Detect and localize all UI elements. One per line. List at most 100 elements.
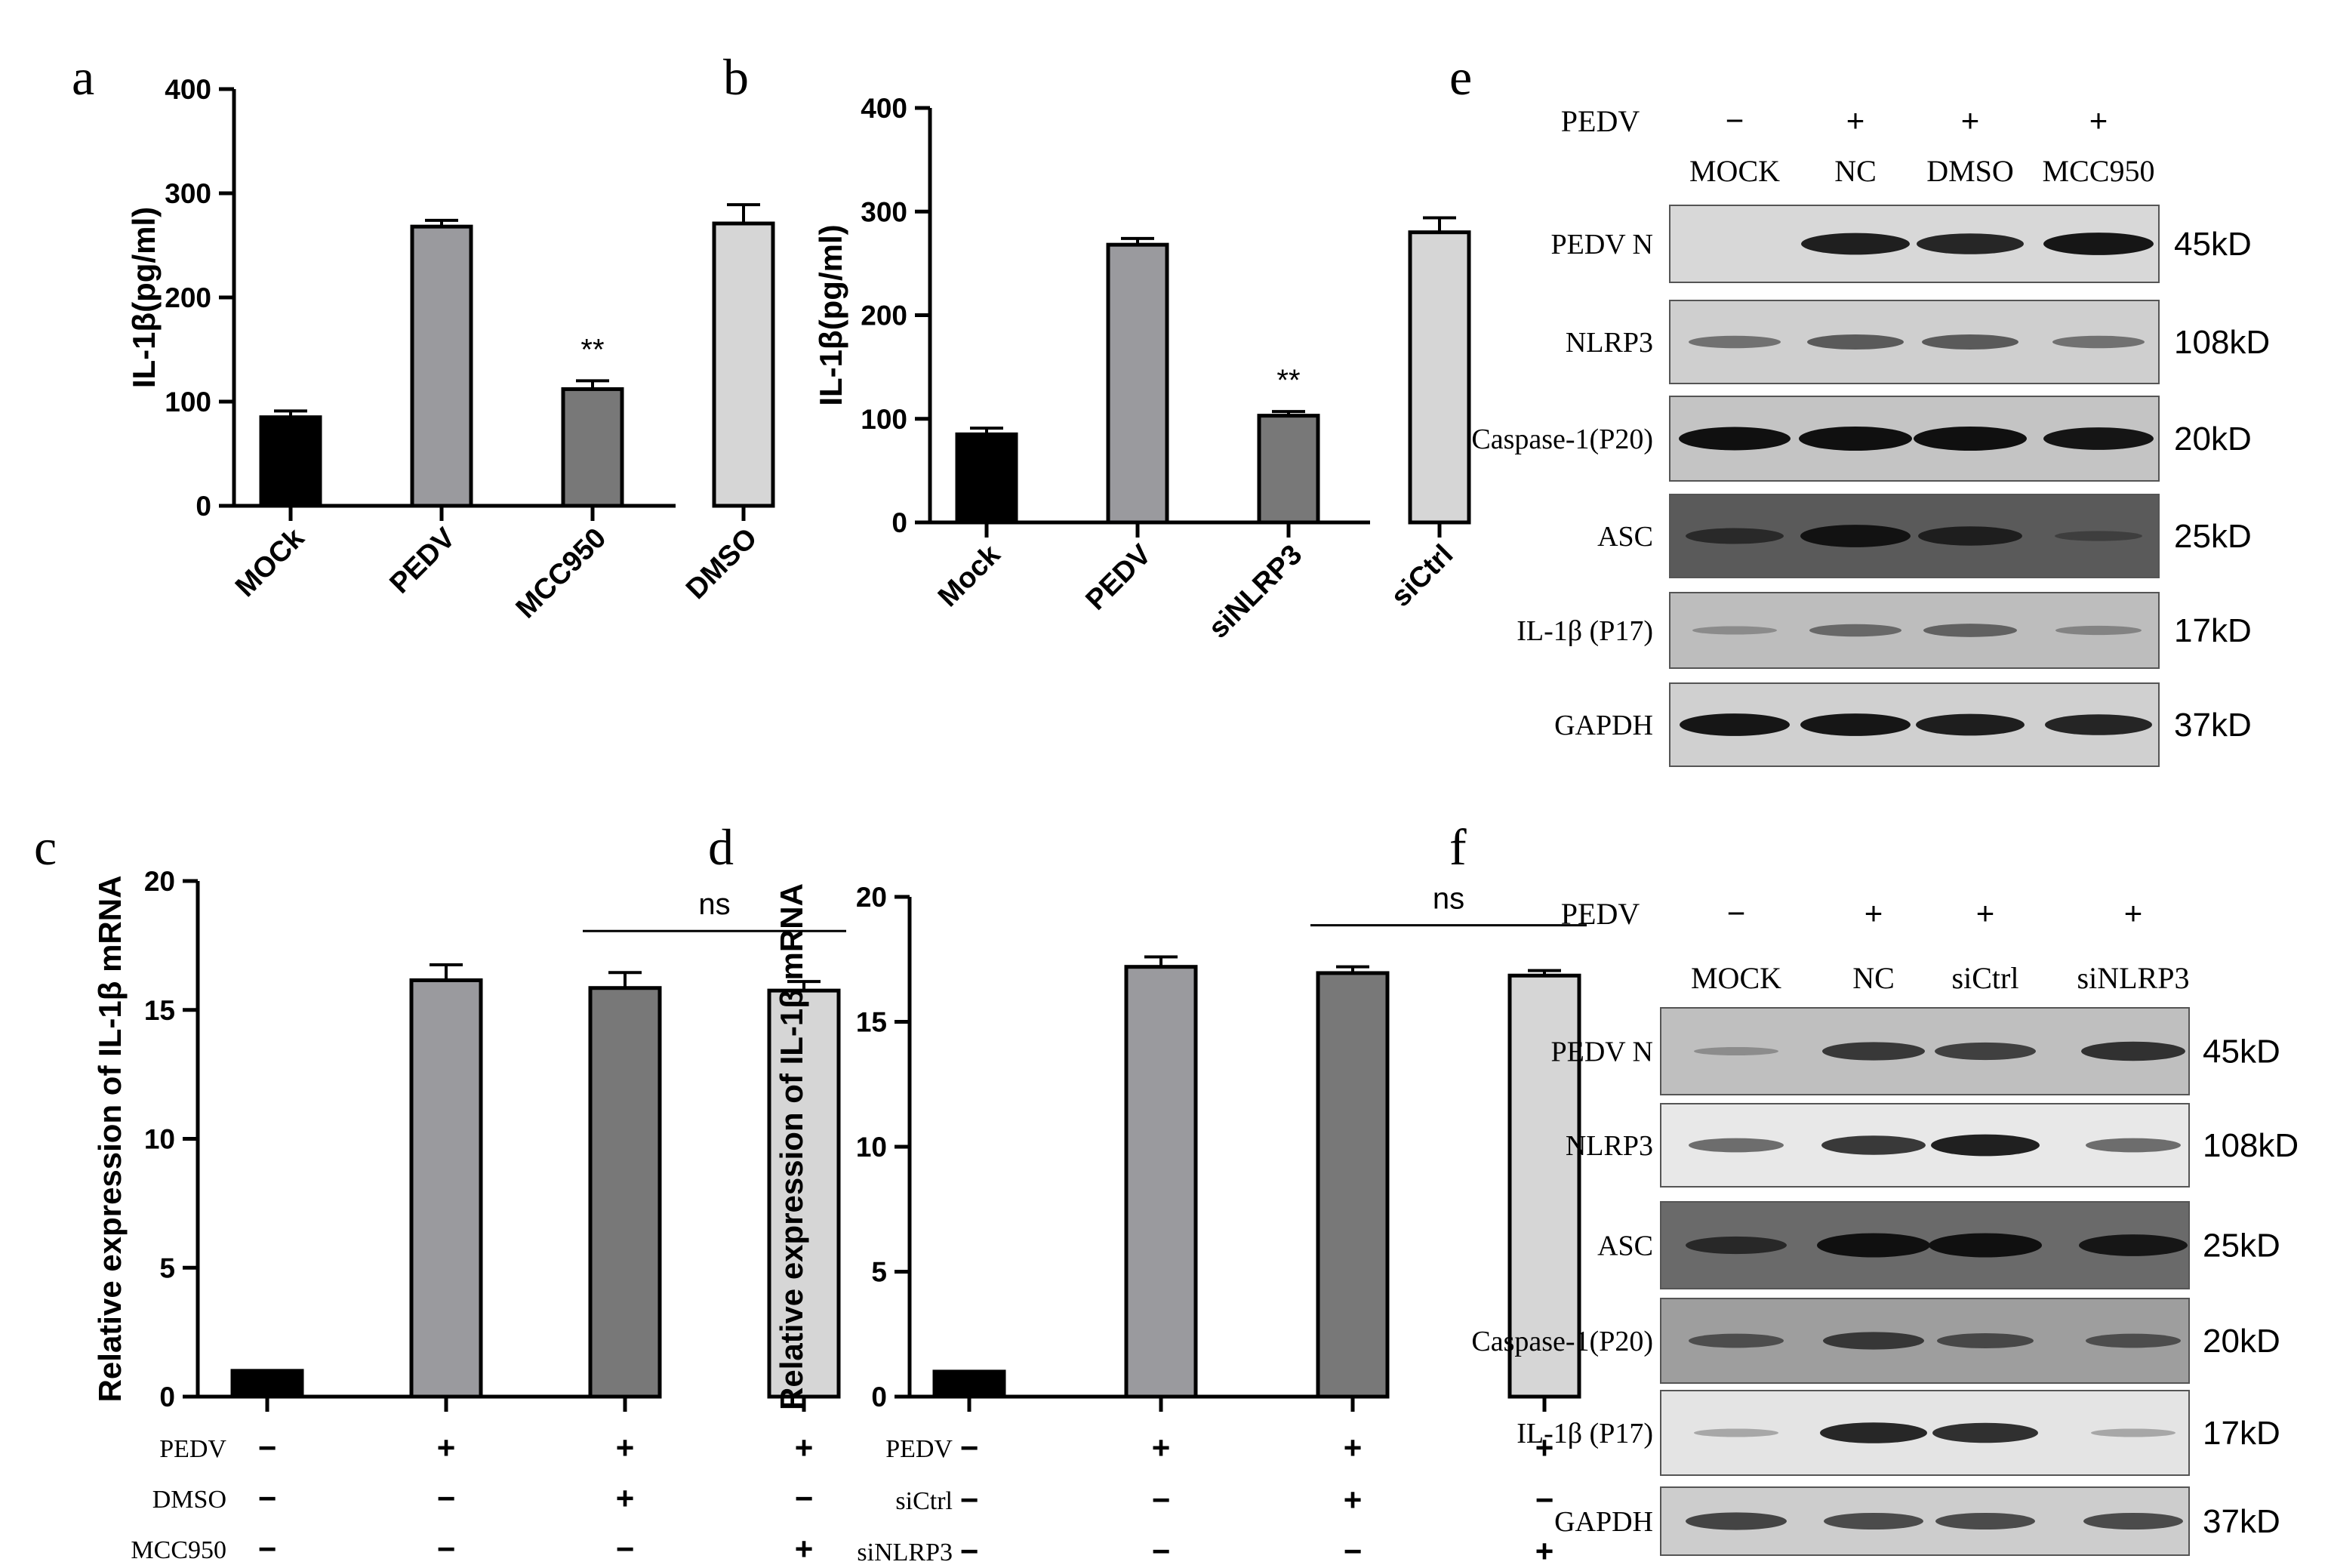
blot-band xyxy=(1823,1332,1924,1350)
treatment-sign: + xyxy=(1535,1533,1554,1568)
treatment-sign: + xyxy=(1344,1482,1363,1517)
x-tick-label: DMSO xyxy=(680,522,763,605)
treatment-label: PEDV xyxy=(159,1435,226,1463)
bar xyxy=(1408,230,1471,525)
bar xyxy=(955,432,1018,525)
blot-band xyxy=(2045,714,2152,735)
bar xyxy=(409,978,483,1399)
pedv-sign: + xyxy=(2089,103,2108,138)
blot-band xyxy=(1686,528,1784,544)
blot-band xyxy=(1822,1042,1925,1061)
treatment-sign: − xyxy=(258,1430,277,1465)
treatment-label: MCC950 xyxy=(131,1536,226,1564)
blot-row-label: PEDV N xyxy=(1551,229,1654,260)
blot-band xyxy=(1914,427,2027,451)
blot-band xyxy=(1820,1422,1927,1443)
blot-row-label: Caspase-1(P20) xyxy=(1471,1326,1653,1357)
blot-band xyxy=(2091,1428,2175,1437)
blot-band xyxy=(1935,1512,2035,1530)
bar xyxy=(1316,971,1390,1399)
kd-label: 20kD xyxy=(2203,1323,2280,1360)
treatment-label: siCtrl xyxy=(895,1487,953,1515)
y-axis-label: IL-1β(pg/ml) xyxy=(813,224,848,405)
treatment-sign: + xyxy=(616,1430,635,1465)
pedv-sign: + xyxy=(1976,895,1995,931)
bar xyxy=(1124,965,1198,1399)
x-tick-label: Mock xyxy=(932,538,1007,613)
blot-band xyxy=(1922,334,2018,350)
kd-label: 17kD xyxy=(2174,612,2252,649)
blot-band xyxy=(1689,335,1781,349)
blot-row-label: NLRP3 xyxy=(1566,327,1653,359)
bar xyxy=(561,387,624,508)
y-tick-label: 0 xyxy=(891,507,907,538)
blot-band xyxy=(1929,1233,2042,1258)
y-tick-label: 400 xyxy=(861,93,907,124)
chart-b: 0 100 200 300 400 IL-1β(pg/ml) Mock PEDV siNLRP3… xyxy=(813,93,1471,645)
treatment-sign: − xyxy=(1152,1533,1171,1568)
lane-label: MOCK xyxy=(1689,154,1780,188)
ns-label: ns xyxy=(698,888,730,921)
lane-label: siNLRP3 xyxy=(2077,961,2190,995)
x-tick-label: siNLRP3 xyxy=(1202,539,1308,645)
lane-label: NC xyxy=(1834,154,1877,188)
kd-label: 45kD xyxy=(2174,226,2252,263)
blot-row-label: NLRP3 xyxy=(1566,1130,1653,1162)
chart-c: 0 5 10 15 20 Relative expression of IL-1β mRN… xyxy=(92,866,846,1566)
treatment-sign: + xyxy=(616,1480,635,1516)
blot-band xyxy=(2079,1234,2188,1256)
bar xyxy=(1507,973,1581,1399)
treatment-sign: + xyxy=(795,1531,814,1566)
kd-label: 108kD xyxy=(2203,1127,2299,1164)
pedv-sign: − xyxy=(1726,103,1744,138)
blot-f: PEDV − + + + MOCK NC siCtrl siNLRP3 PEDV N 45kD NLR… xyxy=(1471,895,2299,1556)
y-tick-label: 20 xyxy=(856,882,887,913)
kd-label: 45kD xyxy=(2203,1034,2280,1070)
y-tick-label: 200 xyxy=(861,300,907,331)
treatment-sign: + xyxy=(795,1430,814,1465)
kd-label: 108kD xyxy=(2174,324,2270,361)
pedv-sign: + xyxy=(1961,103,1980,138)
chart-d: 0 5 10 15 20 Relative expression of IL-1β mRN… xyxy=(774,882,1587,1568)
blot-band xyxy=(1935,1042,2036,1061)
blot-band xyxy=(1807,334,1904,350)
blot-band xyxy=(2083,1512,2183,1530)
bar xyxy=(410,224,473,508)
blot-band xyxy=(1799,427,1912,451)
kd-label: 37kD xyxy=(2174,707,2252,744)
blot-band xyxy=(1916,713,2025,736)
pedv-sign: − xyxy=(1727,895,1746,931)
blot-band xyxy=(1680,713,1790,736)
y-tick-label: 15 xyxy=(144,995,175,1026)
blot-e: PEDV − + + + MOCK NC DMSO MCC950 PEDV N 45kD NLRP3 1… xyxy=(1471,103,2270,767)
y-tick-label: 5 xyxy=(871,1257,887,1288)
y-tick-label: 300 xyxy=(165,178,211,209)
pedv-sign: + xyxy=(2124,895,2143,931)
ns-label: ns xyxy=(1433,883,1464,916)
treatment-sign: − xyxy=(258,1531,277,1566)
blot-band xyxy=(1694,1046,1778,1056)
y-tick-label: 100 xyxy=(165,387,211,417)
treatment-sign: − xyxy=(1152,1482,1171,1517)
blot-row-label: Caspase-1(P20) xyxy=(1471,424,1653,455)
lane-label: NC xyxy=(1852,961,1895,995)
blot-band xyxy=(2043,233,2154,255)
pedv-sign: + xyxy=(1846,103,1865,138)
blot-band xyxy=(2043,427,2154,450)
kd-label: 20kD xyxy=(2174,420,2252,457)
blot-membrane xyxy=(1669,592,2160,669)
blot-band xyxy=(1686,1236,1787,1255)
treatment-label: siNLRP3 xyxy=(857,1539,953,1566)
treatment-sign: − xyxy=(960,1482,979,1517)
blot-row-label: IL-1β (P17) xyxy=(1517,615,1653,647)
blot-band xyxy=(1800,525,1911,547)
blot-band xyxy=(1694,1428,1778,1437)
y-tick-label: 5 xyxy=(159,1252,175,1283)
blot-band xyxy=(2081,1041,2185,1061)
blot-band xyxy=(2086,1333,2181,1348)
y-tick-label: 0 xyxy=(871,1382,887,1412)
blot-band xyxy=(1937,1333,2034,1348)
treatment-sign: − xyxy=(437,1531,456,1566)
treatment-sign: − xyxy=(795,1480,814,1516)
y-axis-label: Relative expression of IL-1β mRNA xyxy=(92,876,128,1403)
